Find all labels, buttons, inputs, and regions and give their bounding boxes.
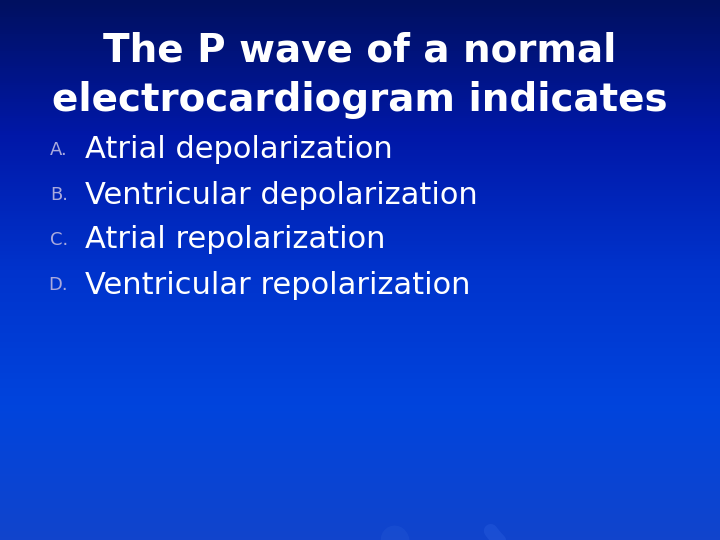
Text: Ventricular repolarization: Ventricular repolarization	[85, 271, 470, 300]
Text: The P wave of a normal: The P wave of a normal	[103, 31, 617, 69]
Text: Ventricular depolarization: Ventricular depolarization	[85, 180, 478, 210]
Text: D.: D.	[48, 276, 68, 294]
Text: B.: B.	[50, 186, 68, 204]
Text: electrocardiogram indicates: electrocardiogram indicates	[52, 81, 668, 119]
Text: Atrial repolarization: Atrial repolarization	[85, 226, 385, 254]
Text: Atrial depolarization: Atrial depolarization	[85, 136, 392, 165]
Text: A.: A.	[50, 141, 68, 159]
Text: C.: C.	[50, 231, 68, 249]
